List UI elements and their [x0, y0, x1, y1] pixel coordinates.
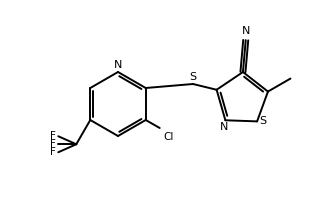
- Text: F: F: [51, 131, 56, 141]
- Text: F: F: [51, 139, 56, 149]
- Text: N: N: [242, 26, 250, 36]
- Text: Cl: Cl: [164, 132, 174, 142]
- Text: N: N: [114, 60, 122, 70]
- Text: S: S: [259, 116, 266, 126]
- Text: N: N: [220, 122, 229, 132]
- Text: F: F: [51, 147, 56, 157]
- Text: S: S: [189, 72, 196, 82]
